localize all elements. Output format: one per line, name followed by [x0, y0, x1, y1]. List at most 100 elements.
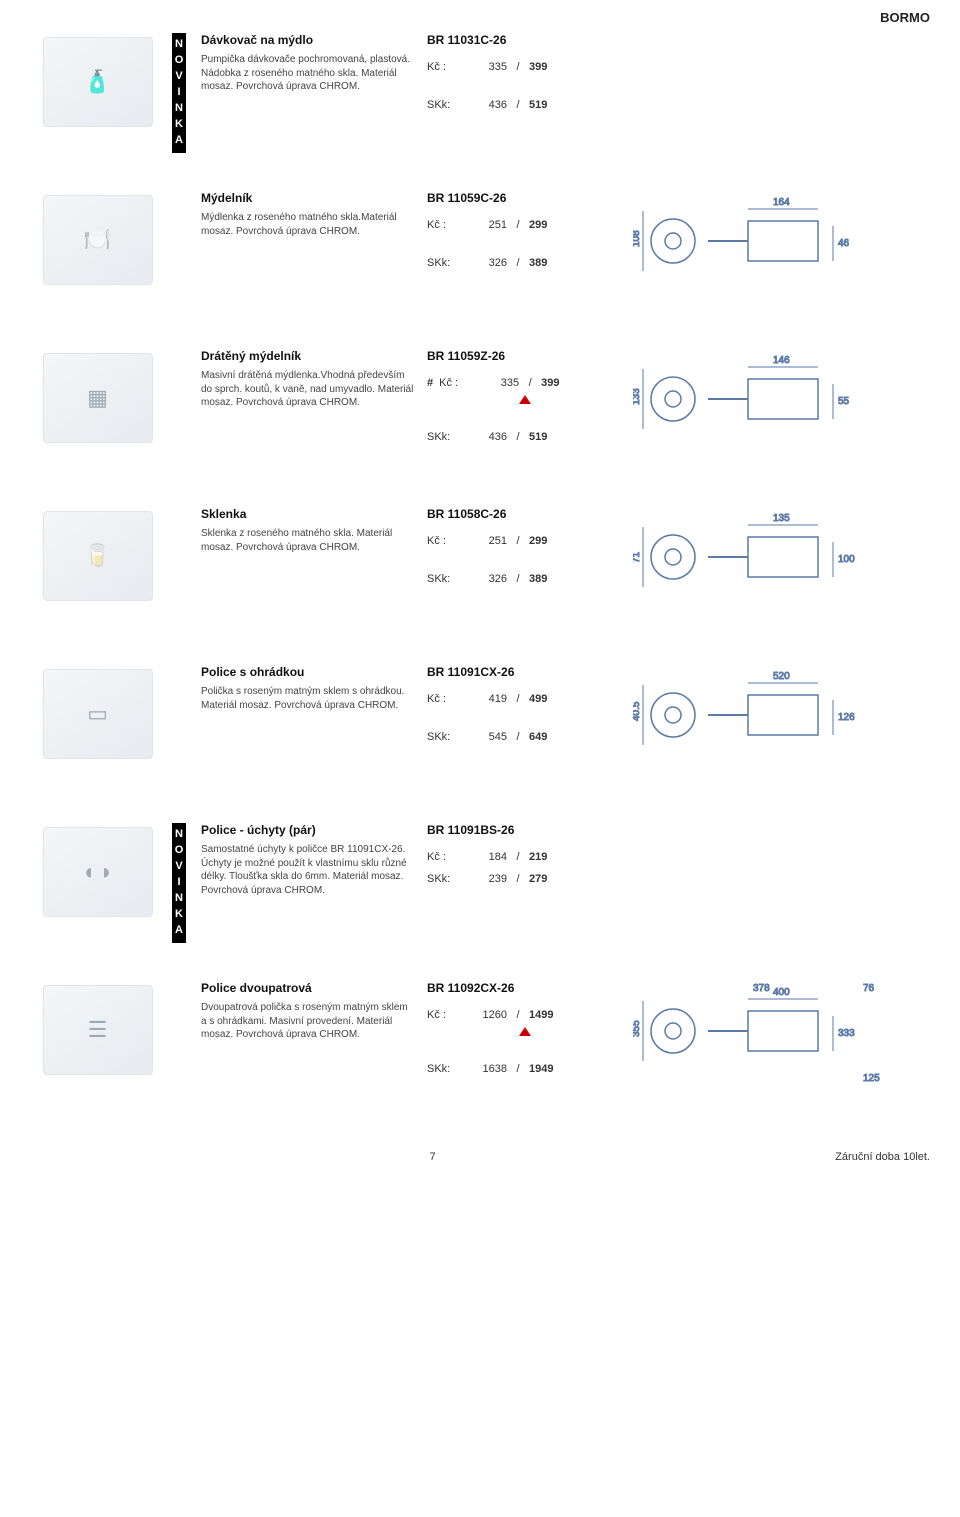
dimension-diagram: 133 55 146: [633, 349, 903, 454]
product-description: Sklenka z roseného matného skla. Materiá…: [201, 527, 415, 554]
svg-text:108: 108: [633, 230, 642, 247]
price-skk: SKk: 436 / 519: [427, 99, 623, 111]
product-info: Police - úchyty (pár) Samostatné úchyty …: [193, 823, 423, 897]
price-slash: /: [511, 573, 525, 585]
price-slash: /: [511, 99, 525, 111]
product-description: Samostatné úchyty k poličce BR 11091CX-2…: [201, 843, 415, 897]
price-skk-2: 1949: [529, 1063, 553, 1075]
product-description: Dvoupatrová polička s roseným matným skl…: [201, 1001, 415, 1042]
price-slash: /: [511, 1009, 525, 1021]
price-up-icon: [519, 1027, 531, 1036]
product-title: Mýdelník: [201, 191, 415, 205]
dimension-diagram: 71 100 135: [633, 507, 903, 612]
product-row: 🧴 NOVINKA Dávkovač na mýdlo Pumpička dáv…: [30, 33, 930, 173]
svg-text:164: 164: [773, 197, 790, 208]
product-image: 🥛: [43, 511, 153, 601]
price-skk-1: 326: [467, 257, 507, 269]
currency-skk-label: SKk:: [427, 257, 463, 269]
svg-text:126: 126: [838, 712, 855, 723]
novinka-badge: NOVINKA: [172, 823, 187, 943]
product-row: 🍽️ Mýdelník Mýdlenka z roseného matného …: [30, 191, 930, 331]
product-info: Police s ohrádkou Polička s roseným matn…: [193, 665, 423, 712]
price-slash: /: [511, 873, 525, 885]
currency-skk-label: SKk:: [427, 1063, 463, 1075]
product-row: ◐◑ NOVINKA Police - úchyty (pár) Samosta…: [30, 823, 930, 963]
product-title: Police - úchyty (pár): [201, 823, 415, 837]
product-image-col: 🍽️: [30, 191, 165, 285]
price-skk-2: 649: [529, 731, 547, 743]
price-kc-2: 299: [529, 219, 547, 231]
price-slash: /: [523, 377, 537, 389]
price-skk-1: 326: [467, 573, 507, 585]
price-col: BR 11092CX-26 Kč : 1260 / 1499 SKk: 1638…: [423, 981, 623, 1085]
product-info: Dávkovač na mýdlo Pumpička dávkovače poc…: [193, 33, 423, 94]
price-kc-1: 251: [467, 535, 507, 547]
product-info: Drátěný mýdelník Masivní drátěná mýdlenk…: [193, 349, 423, 410]
diagram-col: 108 46 164: [623, 191, 930, 296]
price-skk: SKk: 326 / 389: [427, 573, 623, 585]
price-kc-1: 335: [479, 377, 519, 389]
currency-skk-label: SKk:: [427, 731, 463, 743]
product-title: Dávkovač na mýdlo: [201, 33, 415, 47]
product-image-col: 🥛: [30, 507, 165, 601]
product-row: ☰ Police dvoupatrová Dvoupatrová polička…: [30, 981, 930, 1121]
price-skk: SKk: 545 / 649: [427, 731, 623, 743]
product-title: Police dvoupatrová: [201, 981, 415, 995]
price-kc: Kč : 251 / 299: [427, 219, 623, 231]
price-kc: Kč : 184 / 219: [427, 851, 623, 863]
price-col: BR 11091CX-26 Kč : 419 / 499 SKk: 545 / …: [423, 665, 623, 753]
product-image: ◐◑: [43, 827, 153, 917]
price-slash: /: [511, 61, 525, 73]
price-kc: Kč : 1260 / 1499: [427, 1009, 623, 1021]
currency-kc-label: Kč :: [427, 693, 463, 705]
price-kc: Kč : 419 / 499: [427, 693, 623, 705]
currency-kc-label: Kč :: [427, 535, 463, 547]
price-slash: /: [511, 1063, 525, 1075]
svg-text:133: 133: [633, 388, 642, 405]
svg-text:146: 146: [773, 355, 790, 366]
price-col: BR 11059C-26 Kč : 251 / 299 SKk: 326 / 3…: [423, 191, 623, 279]
product-sku: BR 11059Z-26: [427, 349, 623, 363]
product-image: ▦: [43, 353, 153, 443]
product-image: ▭: [43, 669, 153, 759]
price-skk-2: 389: [529, 257, 547, 269]
product-sku: BR 11031C-26: [427, 33, 623, 47]
price-kc-2: 219: [529, 851, 547, 863]
product-row: 🥛 Sklenka Sklenka z roseného matného skl…: [30, 507, 930, 647]
price-slash: /: [511, 851, 525, 863]
product-sku: BR 11091CX-26: [427, 665, 623, 679]
svg-text:125: 125: [863, 1073, 880, 1084]
product-sku: BR 11092CX-26: [427, 981, 623, 995]
price-col: BR 11059Z-26 # Kč : 335 / 399 SKk: 436 /…: [423, 349, 623, 453]
currency-skk-label: SKk:: [427, 873, 463, 885]
page-number: 7: [30, 1151, 835, 1163]
price-skk-2: 519: [529, 99, 547, 111]
price-kc-1: 251: [467, 219, 507, 231]
price-kc: # Kč : 335 / 399: [427, 377, 623, 389]
price-col: BR 11031C-26 Kč : 335 / 399 SKk: 436 / 5…: [423, 33, 623, 121]
product-image-col: ◐◑: [30, 823, 165, 917]
product-sku: BR 11091BS-26: [427, 823, 623, 837]
svg-text:76: 76: [863, 983, 875, 994]
price-slash: /: [511, 731, 525, 743]
svg-text:520: 520: [773, 671, 790, 682]
product-info: Police dvoupatrová Dvoupatrová polička s…: [193, 981, 423, 1042]
novinka-col: NOVINKA: [165, 33, 193, 153]
price-kc-2: 299: [529, 535, 547, 547]
dimension-diagram: 108 46 164: [633, 191, 903, 296]
product-image: 🍽️: [43, 195, 153, 285]
currency-kc-label: Kč :: [427, 1009, 463, 1021]
product-description: Pumpička dávkovače pochromovaná, plastov…: [201, 53, 415, 94]
price-kc-1: 1260: [467, 1009, 507, 1021]
product-sku: BR 11059C-26: [427, 191, 623, 205]
price-skk-2: 279: [529, 873, 547, 885]
svg-text:55: 55: [838, 396, 850, 407]
product-image-col: 🧴: [30, 33, 165, 127]
product-row: ▭ Police s ohrádkou Polička s roseným ma…: [30, 665, 930, 805]
svg-text:40.5: 40.5: [633, 701, 642, 721]
price-kc-2: 399: [541, 377, 559, 389]
brand-header: BORMO: [30, 10, 930, 25]
product-description: Mýdlenka z roseného matného skla.Materiá…: [201, 211, 415, 238]
price-kc: Kč : 335 / 399: [427, 61, 623, 73]
diagram-col: 71 100 135: [623, 507, 930, 612]
